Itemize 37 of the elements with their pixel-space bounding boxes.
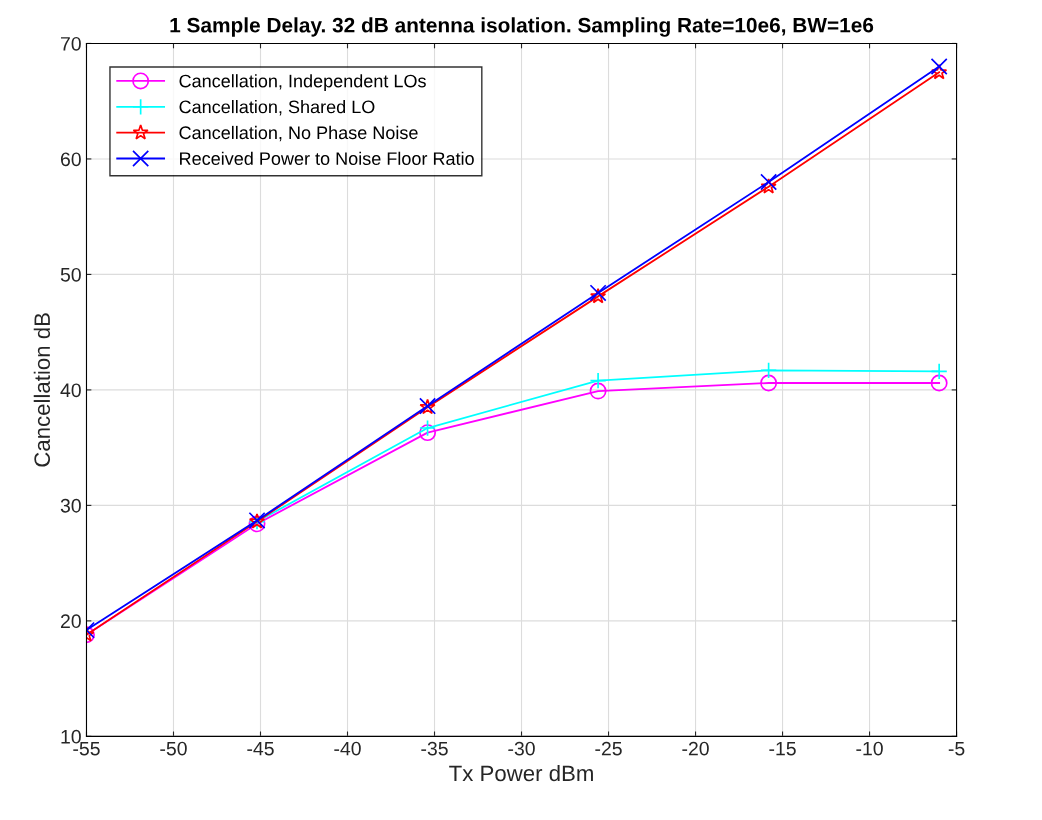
y-tick-label: 70	[61, 36, 81, 51]
x-tick-label: -20	[682, 741, 709, 756]
x-tick-label: -50	[160, 741, 187, 756]
legend-label: Cancellation, No Phase Noise	[179, 125, 418, 142]
x-tick-label: -15	[769, 741, 796, 756]
x-tick-label: -35	[421, 741, 448, 756]
point	[589, 382, 607, 400]
point	[760, 374, 778, 392]
y-tick-label: 30	[60, 498, 81, 513]
x-tick-label: -55	[73, 741, 100, 756]
y-tick-label: 10	[61, 729, 81, 744]
point	[931, 63, 948, 80]
point	[760, 173, 778, 191]
point	[589, 372, 607, 390]
x-tick-label: -5	[948, 741, 965, 756]
legend-label: Cancellation, Shared LO	[179, 100, 375, 116]
y-axis-title: Cancellation dB	[33, 313, 51, 467]
point	[419, 424, 437, 442]
x-tick-label: -10	[856, 741, 883, 756]
point	[760, 361, 778, 379]
x-axis-title: Tx Power dBm	[449, 764, 593, 782]
legend-label: Received Power to Noise Floor Ratio	[180, 151, 474, 165]
point	[930, 374, 948, 392]
x-tick-label: -40	[334, 741, 361, 756]
chart-title: 1 Sample Delay. 32 dB antenna isolation. Sampling Rate=10e6, BW=1e6	[170, 17, 874, 37]
legend-label: Cancellation, Independent LOs	[179, 74, 426, 91]
y-tick-label: 20	[60, 614, 81, 629]
point	[419, 419, 437, 437]
point	[930, 58, 948, 76]
y-tick-label: 60	[60, 152, 81, 167]
x-tick-label: -30	[508, 741, 535, 756]
point	[930, 362, 948, 380]
y-tick-label: 40	[60, 383, 81, 398]
point	[760, 178, 777, 194]
x-tick-label: -25	[595, 741, 622, 756]
x-tick-label: -45	[247, 741, 274, 756]
y-tick-label: 50	[60, 267, 81, 282]
